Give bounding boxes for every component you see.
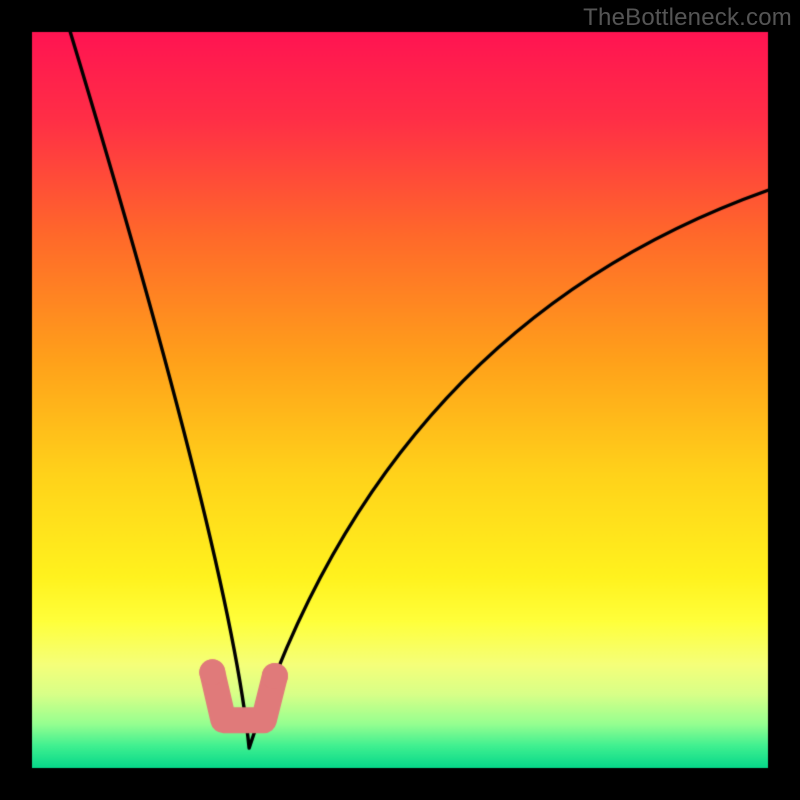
chart-root: TheBottleneck.com xyxy=(0,0,800,800)
watermark-text: TheBottleneck.com xyxy=(583,4,792,32)
bottleneck-chart-canvas xyxy=(0,0,800,800)
